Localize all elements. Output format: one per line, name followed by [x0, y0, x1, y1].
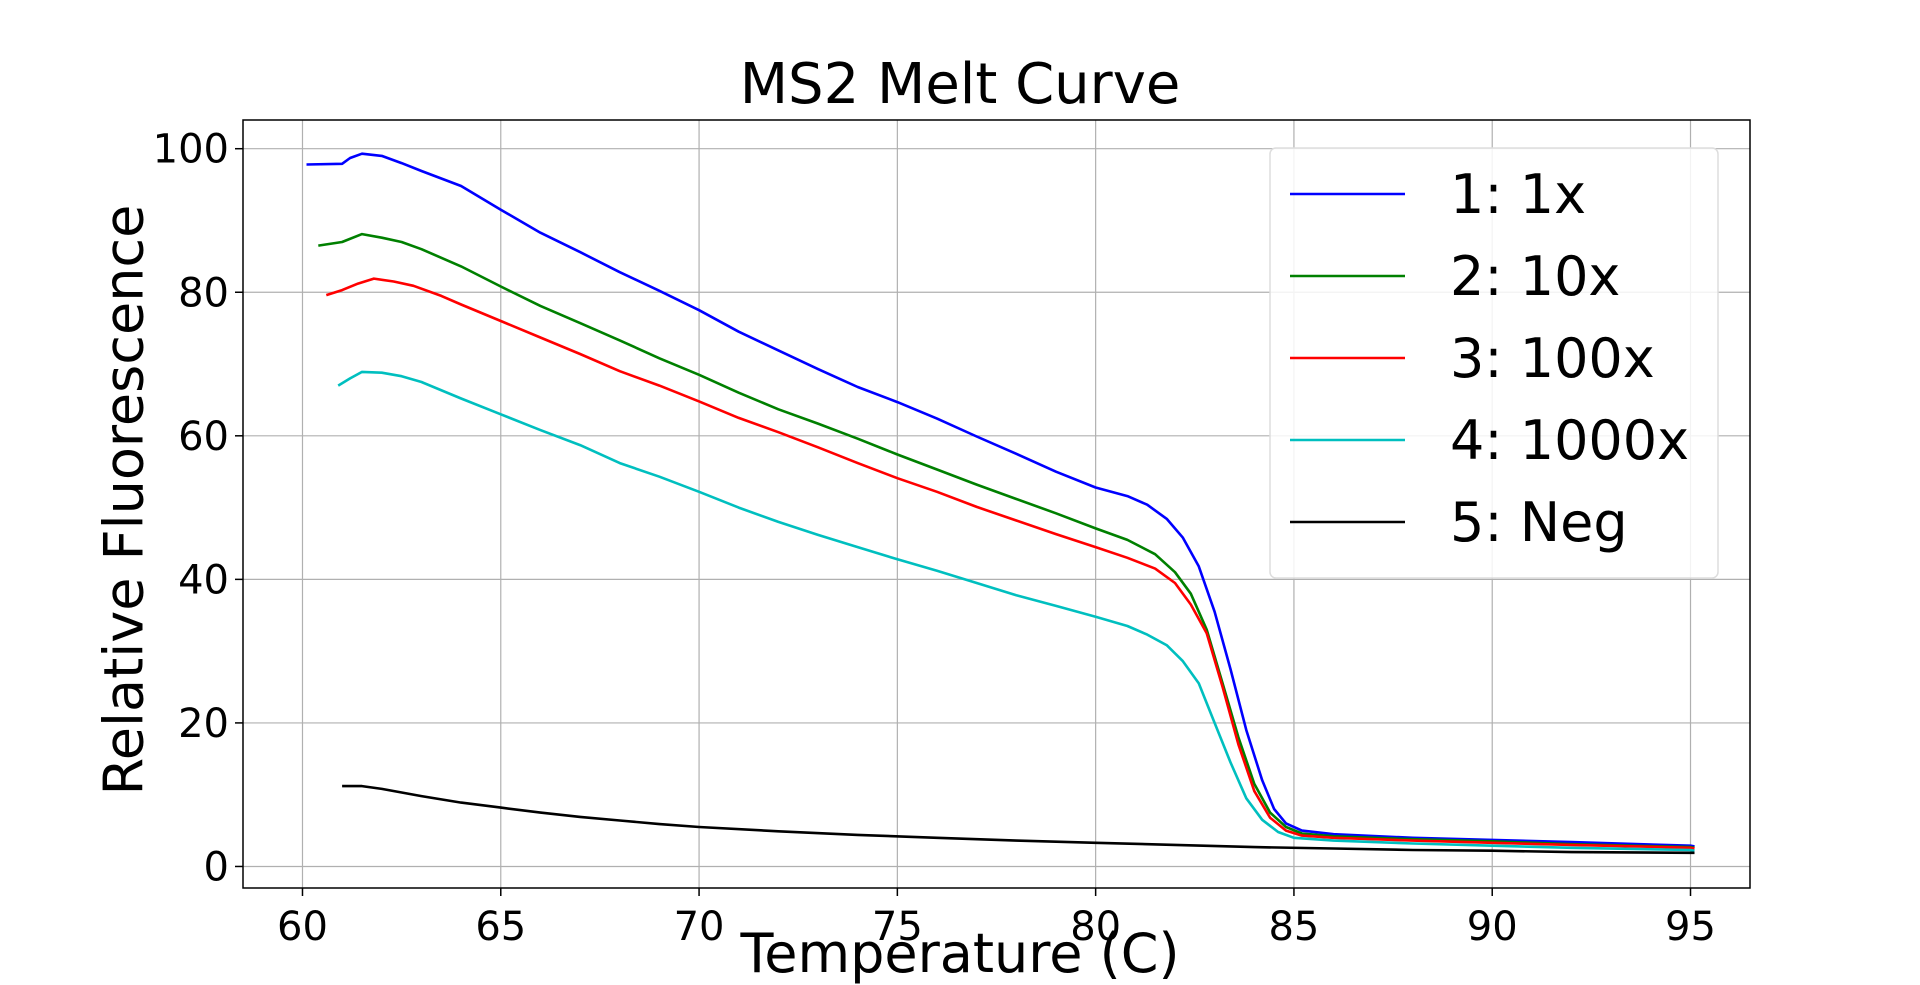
- legend-box: [1269, 147, 1719, 579]
- x-tick-label: 65: [475, 904, 526, 950]
- y-tick-label: 20: [178, 701, 229, 747]
- legend-label: 5: Neg: [1450, 491, 1628, 554]
- x-axis-label: Temperature (C): [740, 922, 1180, 985]
- x-tick-label: 70: [674, 904, 725, 950]
- x-tick-label: 75: [872, 904, 923, 950]
- plot-frame: [242, 119, 1751, 889]
- x-tick-label: 90: [1467, 904, 1518, 950]
- y-tick-label: 60: [178, 414, 229, 460]
- series-lines: [306, 152, 1695, 855]
- y-tick-label: 0: [204, 844, 229, 890]
- series-line-2: [318, 232, 1695, 850]
- series-line-5: [342, 784, 1695, 855]
- y-tick-label: 40: [178, 557, 229, 603]
- y-tick-label: 80: [178, 270, 229, 316]
- axis-ticks: 60 65 70 75 80 85 90 95 0 20 40 60 80 100: [153, 127, 1716, 950]
- series-line-1: [306, 152, 1695, 848]
- legend-label: 3: 100x: [1450, 327, 1655, 390]
- legend-label: 2: 10x: [1450, 245, 1620, 308]
- x-tick-label: 80: [1070, 904, 1121, 950]
- legend-label: 4: 1000x: [1450, 409, 1689, 472]
- legend: 1: 1x 2: 10x 3: 100x 4: 1000x 5: Neg: [1269, 147, 1719, 579]
- x-tick-label: 95: [1665, 904, 1716, 950]
- legend-label: 1: 1x: [1450, 163, 1586, 226]
- series-line-4: [337, 370, 1695, 852]
- y-tick-label: 100: [153, 127, 229, 173]
- series-line-3: [325, 277, 1695, 850]
- chart-title: MS2 Melt Curve: [739, 52, 1181, 117]
- x-tick-label: 85: [1268, 904, 1319, 950]
- x-tick-label: 60: [277, 904, 328, 950]
